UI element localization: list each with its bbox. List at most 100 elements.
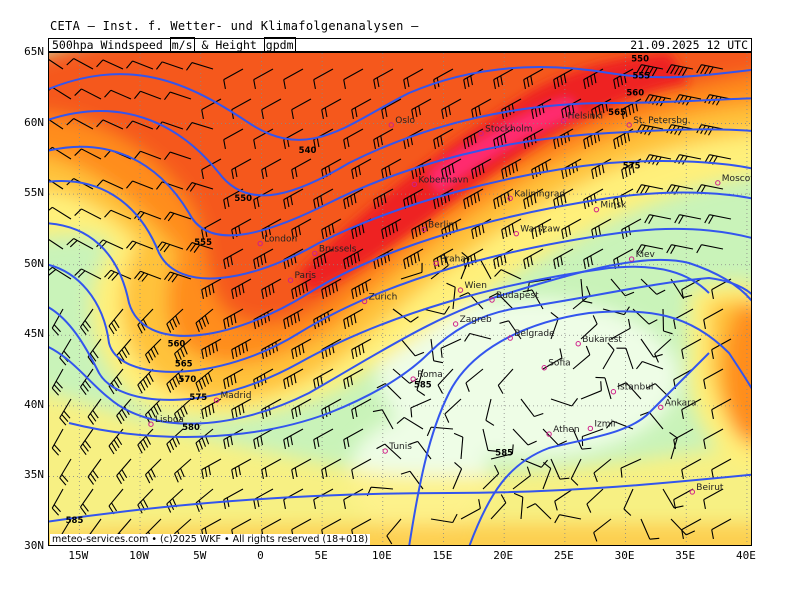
valid-time: 21.09.2025 12 UTC [630,38,748,52]
wind-barb [542,428,568,446]
city-dot [575,341,581,347]
wind-barb [313,368,334,390]
wind-barb [49,178,64,190]
wind-barb [87,398,102,425]
wind-barb [490,494,507,520]
city-marker: Warszaw [513,225,560,237]
wind-barb [351,278,372,300]
wind-barb [373,68,394,90]
wind-barb [261,278,282,300]
wind-barb [610,318,631,340]
wind-barb [482,464,500,490]
wind-barb [542,462,552,490]
city-marker: Praha [433,254,466,267]
wind-barb [351,458,372,480]
wind-barb [231,278,252,300]
lon-label: 5E [314,549,328,562]
city-dot [457,287,464,293]
city-label: Budapest [496,291,539,301]
height-contour [49,265,710,401]
wind-barb [523,68,544,90]
institute-title: CETA — Inst. f. Wetter- und Klimafolgena… [50,19,419,33]
wind-barb [283,188,304,210]
wind-barb [670,518,696,536]
wind-barb [403,68,424,90]
city-marker: Wien [457,281,487,293]
city-marker: Zagreb [452,315,492,327]
wind-barb [523,188,544,210]
city-dot [257,240,263,247]
city-dot [507,195,513,202]
wind-barb [640,338,663,358]
wind-barb [283,368,304,390]
wind-barb [392,308,419,323]
wind-barb [351,398,372,420]
lat-label: 40N [24,397,44,411]
wind-barb [460,499,481,520]
wind-barb [610,278,635,297]
wind-barb [291,98,312,120]
city-dot [382,448,388,454]
wind-barb [400,470,424,490]
city-dot [213,397,220,403]
city-label: Stockholm [485,124,532,134]
wind-barb [501,218,522,240]
wind-barb [613,128,634,150]
wind-barb [51,368,64,396]
lon-label: 25E [553,549,574,562]
wind-barb [343,128,364,150]
wind-barb [644,214,672,224]
height-label: 575 [623,162,641,172]
city-marker: Kobenhavn [411,175,469,187]
city-label: Athen [553,425,579,435]
wind-barb [223,128,244,150]
height-label: 560 [626,88,644,98]
wind-barb [465,368,484,392]
height-label: 575 [189,393,207,403]
wind-barb [59,398,72,426]
weather-map: Oslo Stockholm Helsinki St. Petersbg. Kobenh… [48,52,752,546]
wind-barb [497,368,514,394]
city-marker: London [257,235,297,247]
wind-barb [134,270,162,282]
wind-barb [635,360,664,370]
city-label: Brussels [319,244,357,254]
city-dot [411,181,418,187]
wind-barb [561,98,582,120]
city-label: Zagreb [460,315,492,325]
city-marker: Sofia [541,359,571,371]
city-dot [507,335,513,341]
wind-barb [616,347,634,370]
wind-barb [155,121,184,130]
wind-barb [291,398,312,420]
wind-barb [386,518,402,545]
copyright-footer: meteo-services.com • (c)2025 WKF • All r… [50,534,371,545]
wind-barb [372,409,394,430]
wind-barb [381,158,402,180]
wind-barb [313,68,334,90]
height-label: 555 [194,238,212,248]
wind-barb [108,308,124,335]
wind-barb [696,64,724,76]
wind-barb [49,266,72,280]
wind-barb [163,151,192,160]
height-contour [68,276,751,438]
wind-barb [437,368,454,394]
lon-label: 15W [68,549,89,562]
wind-barb [343,68,364,90]
wind-barb [80,428,94,455]
wind-barb [163,211,192,222]
height-contour [408,310,751,545]
city-marker: Oslo [388,116,416,128]
city-dot [421,226,427,233]
connector: & [201,38,209,52]
city-markers: Oslo Stockholm Helsinki St. Petersbg. Kobenh… [148,112,751,495]
wind-barb [646,383,672,400]
wind-barb [433,128,454,150]
wind-barb [711,338,732,360]
wind-barb [231,458,252,480]
wind-barb [104,209,132,220]
wind-barb [343,248,364,270]
wind-barb [253,428,274,450]
city-label: Roma [417,370,443,380]
